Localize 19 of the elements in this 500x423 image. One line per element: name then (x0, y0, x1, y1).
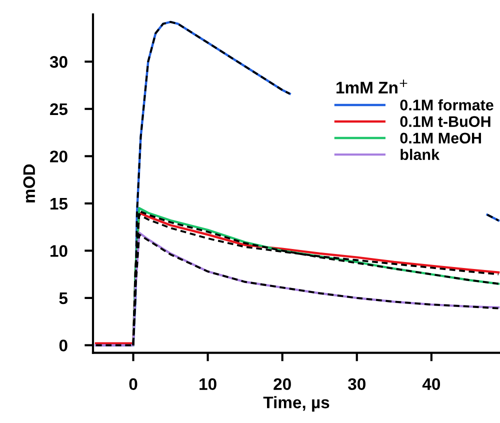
x-tick-label: 10 (200, 378, 216, 390)
y-tick-label: 20 (50, 150, 68, 162)
y-tick-label: 5 (59, 292, 68, 304)
y-tick-label: 15 (50, 198, 68, 210)
y-tick-label: 0 (59, 340, 68, 352)
y-tick-label: 30 (50, 56, 68, 68)
legend-label: blank (400, 148, 440, 160)
legend-label: 0.1M t-BuOH (400, 116, 490, 127)
x-tick-label: 40 (422, 378, 440, 390)
x-tick-label: 20 (274, 378, 291, 390)
x-tick-label: 30 (348, 378, 366, 390)
y-tick-label: 10 (50, 245, 68, 257)
legend-label: 0.1M MeOH (400, 132, 481, 144)
x-axis-title: Time, µs (263, 396, 330, 412)
y-tick-label: 25 (50, 103, 68, 116)
x-tick-label: 0 (129, 378, 138, 390)
legend-label: 0.1M formate (400, 99, 494, 110)
legend-title: 1mM Zn$^{+}$ (336, 80, 408, 94)
y-axis-title: mOD (23, 164, 36, 202)
